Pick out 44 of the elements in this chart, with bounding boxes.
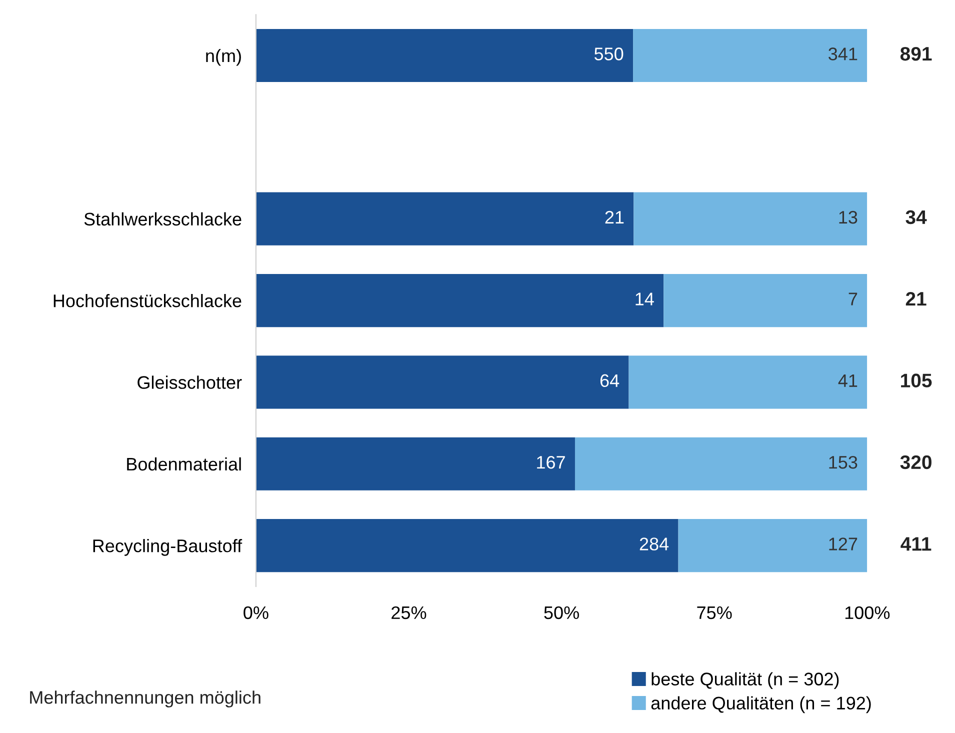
bar xyxy=(634,192,868,246)
bar xyxy=(678,519,868,572)
y-tick-label: Hochofenstückschlacke xyxy=(54,294,242,308)
y-tick-label: n(m) xyxy=(206,48,241,66)
bar xyxy=(633,28,868,82)
bar xyxy=(574,437,868,490)
annotation: 64 xyxy=(600,374,620,388)
annotation: 13 xyxy=(839,210,858,224)
annotation: 320 xyxy=(900,455,932,470)
bar xyxy=(256,192,634,246)
text: Mehrfachnennungen möglich xyxy=(30,690,260,708)
legend-label: andere Qualitäten (n = 192) xyxy=(651,696,871,714)
annotation: 891 xyxy=(900,46,932,61)
annotation: 411 xyxy=(900,537,932,551)
annotation: 153 xyxy=(829,456,858,469)
bar xyxy=(256,274,664,328)
annotation: 550 xyxy=(594,48,624,60)
annotation: 7 xyxy=(848,292,858,306)
bar xyxy=(664,274,868,328)
bar xyxy=(256,356,629,409)
y-tick-label: Stahlwerksschlacke xyxy=(84,212,242,226)
y-tick-label: Gleisschotter xyxy=(138,376,242,389)
annotation: 167 xyxy=(537,456,565,469)
x-tick-label: 0% xyxy=(244,606,268,620)
annotation: 34 xyxy=(906,210,927,224)
legend-label: beste Qualität (n = 302) xyxy=(652,672,839,690)
annotation: 21 xyxy=(906,292,926,306)
annotation: 341 xyxy=(828,48,858,60)
bar xyxy=(256,519,678,572)
annotation: 284 xyxy=(640,538,669,550)
y-tick-label: Bodenmaterial xyxy=(127,457,241,471)
x-tick-label: 100% xyxy=(845,606,890,620)
bar xyxy=(628,356,868,409)
annotation: 21 xyxy=(605,210,624,224)
annotation: 41 xyxy=(838,374,858,387)
bar xyxy=(256,28,634,82)
y-tick-label: Recycling-Baustoff xyxy=(93,539,242,556)
annotation: 105 xyxy=(901,374,932,388)
bar xyxy=(256,437,575,490)
x-tick-label: 50% xyxy=(544,606,579,620)
annotation: 127 xyxy=(829,538,858,550)
x-tick-label: 25% xyxy=(392,606,426,620)
x-tick-label: 75% xyxy=(697,606,732,620)
annotation: 14 xyxy=(636,292,654,306)
